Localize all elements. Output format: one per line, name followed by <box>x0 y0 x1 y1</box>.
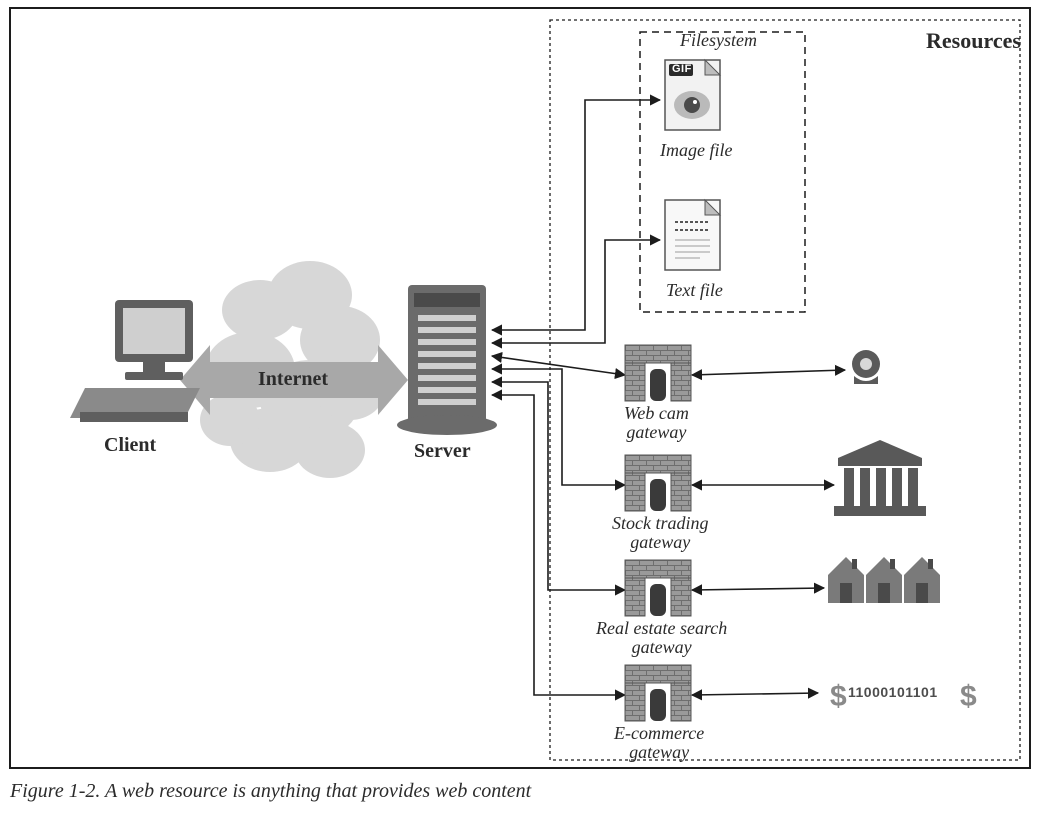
text-file-label: Text file <box>666 280 723 301</box>
dollar-right-icon: $ <box>960 680 977 713</box>
webcam-link <box>692 370 845 375</box>
realestate-gateway-icon <box>625 560 691 616</box>
client-icon <box>70 300 200 422</box>
houses-icon <box>828 557 940 603</box>
figure-caption: Figure 1-2. A web resource is anything t… <box>10 780 910 803</box>
realestate-label: Real estate search gateway <box>596 619 727 657</box>
text-file-icon <box>665 200 720 270</box>
ecommerce-label: E-commerce gateway <box>614 724 704 762</box>
dollar-left-icon: $ <box>830 680 847 713</box>
bank-icon <box>834 440 926 516</box>
client-label: Client <box>104 434 156 457</box>
ecommerce-link <box>692 693 818 695</box>
image-file-label: Image file <box>660 140 732 161</box>
filesystem-label: Filesystem <box>680 30 757 51</box>
server-icon <box>397 285 497 435</box>
webcam-icon <box>852 350 880 384</box>
gif-badge: GIF <box>672 63 692 75</box>
stock-gateway-icon <box>625 455 691 511</box>
ecommerce-gateway-icon <box>625 665 691 721</box>
internet-label: Internet <box>258 368 328 391</box>
webcam-gateway-icon <box>625 345 691 401</box>
webcam-label: Web cam gateway <box>624 404 689 442</box>
server-label: Server <box>414 440 471 463</box>
resources-label: Resources <box>926 28 1021 54</box>
realestate-link <box>692 588 824 590</box>
binary-string: 11000101101 <box>848 684 938 700</box>
stock-label: Stock trading gateway <box>612 514 709 552</box>
